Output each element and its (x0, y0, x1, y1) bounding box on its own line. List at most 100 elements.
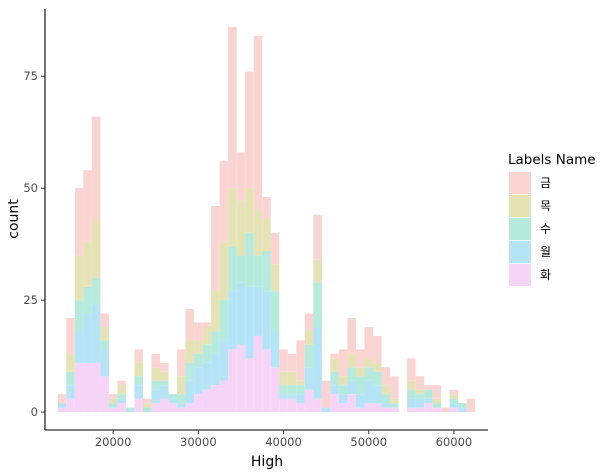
bar-segment (347, 380, 356, 395)
bar-segment (100, 376, 109, 413)
bar-segment (236, 344, 246, 413)
y-tick-label: 75 (23, 69, 38, 83)
x-tick-label: 60000 (436, 435, 473, 449)
bar-segment (390, 398, 399, 404)
bar-segment (57, 407, 67, 413)
legend-key (509, 172, 531, 194)
bar-segment (407, 380, 416, 390)
bar-segment (432, 407, 442, 413)
bar-segment (287, 398, 297, 413)
legend-title: Labels Name (508, 152, 596, 168)
bar-segment (262, 219, 271, 251)
bar-segment (74, 188, 84, 256)
bar-segment (117, 394, 126, 399)
bar-segment (381, 403, 391, 408)
bar-segment (296, 394, 305, 404)
bar-segment (57, 403, 67, 408)
bar-segment (449, 403, 459, 408)
bar-segment (449, 407, 459, 413)
bar-segment (66, 398, 75, 413)
legend-label: 목 (540, 199, 551, 213)
bar-segment (296, 380, 305, 386)
bar-segment (228, 349, 237, 413)
bar-segment (228, 246, 237, 292)
legend-label: 화 (540, 268, 551, 282)
bar-segment (253, 210, 263, 256)
bar-segment (338, 394, 348, 404)
bar-segment (83, 170, 92, 242)
bar-segment (390, 376, 399, 399)
bar-segment (313, 259, 322, 283)
bar-segment (117, 398, 126, 404)
bar-segment (185, 309, 195, 341)
bar-segment (219, 300, 229, 341)
bar-segment (330, 371, 339, 386)
bar-segment (57, 394, 67, 404)
bar-segment (279, 385, 288, 395)
bar-segment (228, 26, 237, 189)
bar-segment (91, 219, 101, 278)
bar-segment (236, 201, 246, 256)
bar-segment (151, 389, 161, 404)
bar-segment (270, 331, 280, 368)
y-tick-label: 0 (31, 405, 38, 419)
bar-segment (355, 376, 365, 395)
bar-segment (185, 403, 195, 413)
bar-segment (253, 255, 263, 287)
bar-segment (117, 380, 126, 386)
bar-segment (372, 335, 382, 363)
bar-segment (83, 362, 92, 413)
bar-segment (108, 394, 118, 399)
bar-segment (134, 362, 143, 377)
bar-segment (245, 286, 254, 359)
bar-segment (219, 241, 229, 301)
bar-segment (151, 380, 161, 390)
bar-segment (407, 389, 416, 399)
bar-segment (228, 188, 237, 247)
bar-segment (83, 286, 92, 314)
bar-segment (338, 403, 348, 413)
bar-segment (347, 367, 356, 381)
bar-segment (330, 353, 339, 359)
bar-segment (458, 403, 467, 408)
bar-segment (160, 362, 169, 372)
bar-segment (83, 313, 92, 363)
bar-segment (449, 394, 459, 399)
bar-segment (313, 398, 322, 413)
bar-segment (142, 407, 152, 413)
bar-segment (424, 403, 433, 413)
bar-segment (219, 380, 229, 413)
bar-segment (194, 394, 203, 413)
bar-segment (381, 367, 391, 386)
bar-segment (441, 407, 450, 413)
bar-segment (304, 389, 314, 413)
bar-segment (262, 250, 271, 292)
bar-segment (211, 206, 220, 292)
bar-segment (202, 326, 212, 345)
bar-segment (74, 362, 84, 413)
bar-segment (253, 35, 263, 211)
bar-segment (355, 367, 365, 377)
bar-segment (108, 403, 118, 408)
bar-segment (304, 367, 314, 390)
bar-segment (185, 340, 195, 363)
bar-segment (100, 340, 109, 350)
bar-segment (177, 376, 186, 395)
bar-segment (253, 286, 263, 336)
bar-segment (415, 389, 425, 395)
bar-segment (347, 353, 356, 368)
bar-segment (424, 398, 433, 404)
x-tick-label: 40000 (265, 435, 302, 449)
bar-segment (108, 407, 118, 413)
legend-key (509, 264, 531, 286)
bar-segment (287, 353, 297, 372)
bar-segment (177, 403, 186, 408)
bar-segment (355, 394, 365, 408)
bar-segment (100, 326, 109, 341)
legend-key (509, 218, 531, 240)
bar-segment (372, 371, 382, 386)
legend-key (509, 241, 531, 263)
bar-segment (330, 358, 339, 372)
